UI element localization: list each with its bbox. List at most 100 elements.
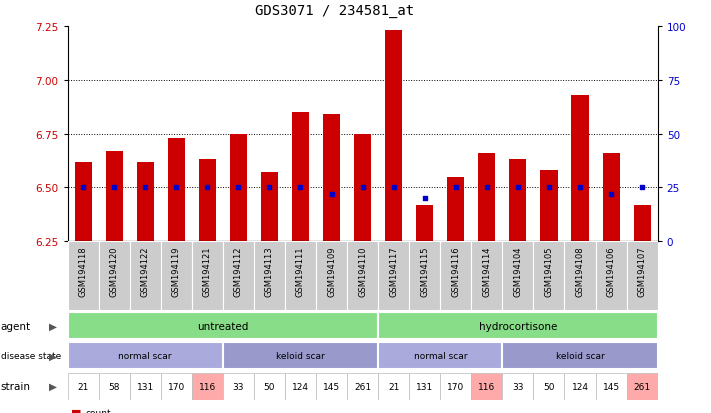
Bar — [168, 138, 185, 242]
Text: GDS3071 / 234581_at: GDS3071 / 234581_at — [255, 4, 414, 18]
Text: GSM194107: GSM194107 — [638, 246, 646, 296]
Text: 131: 131 — [137, 382, 154, 391]
Bar — [596, 242, 626, 310]
Bar — [602, 154, 619, 242]
Text: GSM194115: GSM194115 — [420, 246, 429, 296]
Point — [450, 185, 461, 191]
Bar — [292, 113, 309, 242]
Bar — [316, 373, 347, 400]
Point — [264, 185, 275, 191]
Bar — [378, 312, 658, 339]
Point — [636, 185, 648, 191]
Point — [605, 191, 616, 198]
Text: hydrocortisone: hydrocortisone — [479, 321, 557, 331]
Bar — [503, 342, 658, 370]
Bar — [533, 242, 565, 310]
Point — [171, 185, 182, 191]
Bar — [471, 373, 503, 400]
Text: normal scar: normal scar — [414, 351, 467, 361]
Text: 261: 261 — [634, 382, 651, 391]
Text: 58: 58 — [108, 382, 120, 391]
Point — [512, 185, 523, 191]
Bar — [323, 115, 340, 242]
Bar — [347, 242, 378, 310]
Text: untreated: untreated — [197, 321, 249, 331]
Text: strain: strain — [1, 381, 31, 391]
Text: 124: 124 — [292, 382, 309, 391]
Text: 21: 21 — [77, 382, 89, 391]
Text: GSM194114: GSM194114 — [482, 246, 491, 296]
Text: 33: 33 — [232, 382, 244, 391]
Bar — [533, 373, 565, 400]
Text: GSM194106: GSM194106 — [606, 246, 616, 296]
Bar — [192, 242, 223, 310]
Text: GSM194111: GSM194111 — [296, 246, 305, 296]
Bar — [129, 242, 161, 310]
Bar — [99, 373, 129, 400]
Point — [232, 185, 244, 191]
Bar — [75, 162, 92, 242]
Bar — [137, 162, 154, 242]
Text: GSM194118: GSM194118 — [79, 246, 87, 296]
Text: ▶: ▶ — [49, 381, 58, 391]
Text: 116: 116 — [198, 382, 216, 391]
Text: GSM194122: GSM194122 — [141, 246, 150, 296]
Bar — [68, 242, 99, 310]
Bar — [223, 342, 378, 370]
Bar — [626, 373, 658, 400]
Bar — [223, 242, 254, 310]
Bar — [503, 242, 533, 310]
Text: keloid scar: keloid scar — [556, 351, 604, 361]
Bar — [410, 373, 440, 400]
Point — [481, 185, 493, 191]
Bar — [99, 242, 129, 310]
Point — [202, 185, 213, 191]
Text: 50: 50 — [543, 382, 555, 391]
Text: ▶: ▶ — [49, 351, 58, 361]
Text: 131: 131 — [416, 382, 433, 391]
Bar — [410, 242, 440, 310]
Text: normal scar: normal scar — [119, 351, 172, 361]
Point — [357, 185, 368, 191]
Bar — [634, 205, 651, 242]
Point — [574, 185, 586, 191]
Bar — [106, 152, 123, 242]
Bar — [565, 373, 596, 400]
Bar — [572, 95, 589, 242]
Text: 124: 124 — [572, 382, 589, 391]
Text: ▶: ▶ — [49, 321, 58, 331]
Bar — [230, 134, 247, 242]
Text: GSM194112: GSM194112 — [234, 246, 243, 296]
Bar — [347, 373, 378, 400]
Bar — [385, 31, 402, 242]
Bar — [471, 242, 503, 310]
Bar — [378, 373, 410, 400]
Bar — [161, 242, 192, 310]
Bar — [223, 373, 254, 400]
Bar — [129, 373, 161, 400]
Text: 170: 170 — [168, 382, 185, 391]
Point — [419, 195, 430, 202]
Text: GSM194104: GSM194104 — [513, 246, 523, 296]
Bar — [161, 373, 192, 400]
Bar — [565, 242, 596, 310]
Text: 50: 50 — [264, 382, 275, 391]
Point — [77, 185, 89, 191]
Text: ■: ■ — [71, 408, 82, 413]
Bar — [68, 342, 223, 370]
Point — [109, 185, 120, 191]
Bar — [479, 154, 496, 242]
Bar — [68, 373, 99, 400]
Point — [388, 185, 400, 191]
Bar — [285, 373, 316, 400]
Bar — [68, 312, 378, 339]
Text: 145: 145 — [323, 382, 340, 391]
Point — [295, 185, 306, 191]
Bar — [192, 373, 223, 400]
Bar — [509, 160, 526, 242]
Bar — [540, 171, 557, 242]
Bar — [378, 242, 410, 310]
Bar — [440, 242, 471, 310]
Bar — [261, 173, 278, 242]
Bar — [316, 242, 347, 310]
